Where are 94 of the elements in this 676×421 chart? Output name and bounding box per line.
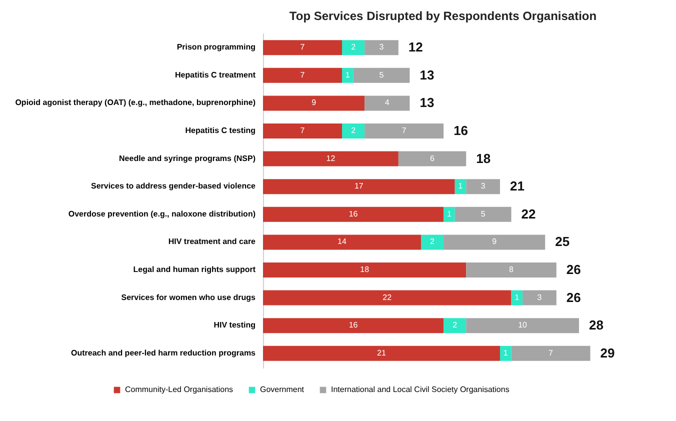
data-label: 4 [384, 98, 390, 108]
bar [500, 346, 512, 361]
data-label: 1 [345, 70, 350, 80]
data-label: 1 [514, 292, 520, 302]
legend-label: Community-Led Organisations [125, 385, 234, 394]
data-label: 5 [480, 209, 486, 218]
data-label: 7 [300, 70, 306, 80]
data-label: 5 [379, 70, 384, 80]
y-tick-label: Prison programming [176, 42, 256, 52]
bar [466, 179, 500, 194]
data-label: 8 [509, 265, 514, 274]
data-label: 2 [452, 320, 458, 330]
data-label: 16 [348, 320, 358, 330]
total-label: 18 [476, 150, 491, 166]
bar [263, 346, 500, 361]
y-tick-label: Hepatitis C testing [185, 126, 256, 135]
bar [511, 290, 523, 306]
total-label: 25 [555, 234, 570, 250]
data-label: 12 [326, 154, 336, 163]
bar [263, 262, 466, 278]
bar [263, 290, 512, 306]
bar [263, 318, 444, 334]
bar [511, 346, 590, 361]
y-tick-label: Services to address gender-based violence [90, 182, 256, 191]
y-tick-label: Needle and syringe programs (NSP) [119, 154, 256, 163]
bar [364, 96, 410, 111]
data-label: 21 [377, 348, 386, 358]
bar [420, 234, 444, 250]
bar [466, 262, 556, 278]
bar [353, 68, 410, 83]
data-label: 18 [360, 265, 370, 274]
data-label: 1 [446, 209, 452, 218]
bar [454, 206, 512, 222]
total-label: 29 [600, 345, 615, 360]
data-label: 7 [402, 126, 407, 135]
data-label: 2 [351, 42, 356, 52]
bar [263, 124, 342, 138]
bar [454, 179, 466, 194]
data-label: 1 [503, 348, 508, 358]
bar [444, 318, 466, 334]
data-label: 16 [348, 209, 358, 218]
legend-label: International and Local Civil Society Organisations [331, 385, 510, 394]
bar [263, 234, 421, 250]
data-label: 10 [518, 320, 528, 330]
y-tick-label: HIV treatment and care [168, 237, 256, 246]
bar [522, 290, 556, 306]
bar [444, 206, 455, 222]
bar [364, 40, 398, 56]
bar [263, 96, 365, 111]
data-label: 2 [430, 237, 436, 246]
bar [263, 179, 455, 194]
total-label: 13 [420, 95, 434, 110]
data-label: 9 [312, 98, 317, 108]
y-tick-label: Legal and human rights support [133, 265, 256, 274]
data-label: 3 [379, 42, 384, 52]
data-label: 7 [300, 42, 306, 52]
y-tick-label: Services for women who use drugs [121, 292, 256, 302]
data-label: 22 [382, 292, 392, 302]
bar [263, 68, 342, 83]
data-label: 7 [548, 348, 554, 358]
data-label: 14 [338, 237, 347, 246]
bar [364, 124, 444, 138]
bar [398, 151, 466, 166]
data-label: 6 [430, 154, 436, 163]
total-label: 28 [588, 318, 604, 333]
chart-title: Top Services Disrupted by Respondents Organisation [289, 9, 597, 23]
y-tick-label: Outreach and peer-led harm reduction programs [71, 348, 256, 358]
legend-label: Government [260, 385, 305, 394]
data-label: 3 [537, 292, 542, 302]
y-tick-label: Hepatitis C treatment [175, 70, 256, 80]
total-label: 22 [521, 206, 536, 222]
bar [342, 40, 365, 56]
data-label: 1 [458, 182, 464, 191]
total-label: 26 [566, 262, 581, 277]
y-tick-label: Opioid agonist therapy (OAT) (e.g., methadone, buprenorphine) [15, 98, 256, 108]
bar [263, 40, 342, 56]
total-label: 26 [566, 290, 581, 305]
total-label: 12 [408, 40, 423, 55]
data-label: 9 [492, 237, 498, 246]
y-tick-label: HIV testing [214, 320, 256, 330]
bar [444, 234, 546, 250]
bar [263, 151, 398, 166]
data-label: 2 [351, 126, 356, 135]
bar [466, 318, 579, 334]
bar [263, 206, 444, 222]
data-label: 7 [300, 126, 306, 135]
y-tick-label: Overdose prevention (e.g., naloxone distribution) [68, 209, 256, 218]
bar [342, 68, 354, 83]
bar [342, 124, 365, 138]
data-label: 17 [354, 182, 364, 191]
total-label: 13 [420, 67, 434, 82]
data-label: 3 [480, 182, 486, 191]
total-label: 16 [454, 123, 468, 138]
total-label: 21 [510, 178, 524, 194]
